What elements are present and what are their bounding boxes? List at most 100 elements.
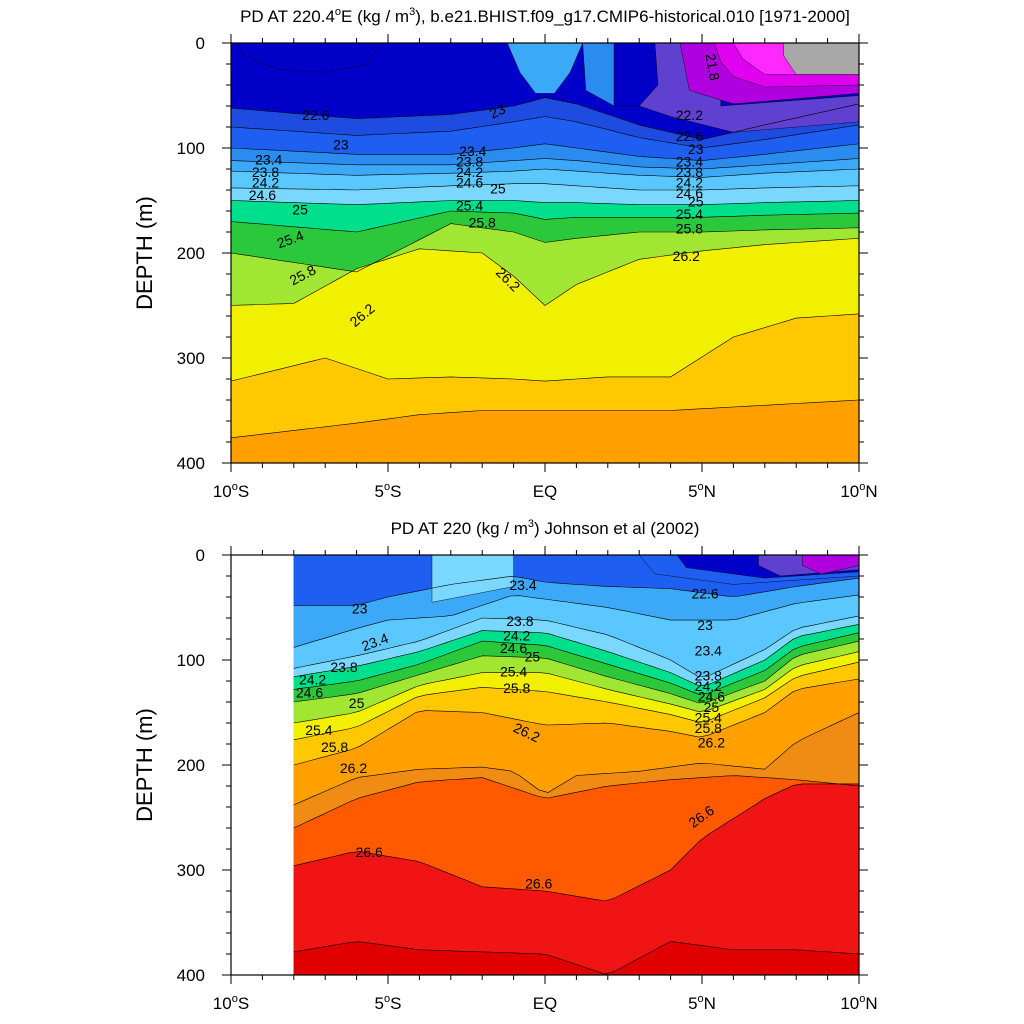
x-tick-label: 5oS bbox=[375, 481, 402, 501]
contour-label: 25.4 bbox=[695, 710, 722, 726]
top-y-axis-label: DEPTH (m) bbox=[132, 196, 157, 310]
contour-label: 26.2 bbox=[698, 735, 725, 751]
bottom-y-axis-label: DEPTH (m) bbox=[132, 708, 157, 822]
contour-label: 24.6 bbox=[456, 174, 483, 190]
contour-label: 25 bbox=[349, 695, 365, 711]
contour-line bbox=[231, 210, 859, 233]
x-tick-label: 10oN bbox=[840, 993, 877, 1013]
contour-line bbox=[293, 594, 859, 648]
x-tick-label: EQ bbox=[533, 482, 558, 501]
contour-label: 24.2 bbox=[456, 164, 483, 180]
contour-label: 23.8 bbox=[676, 164, 703, 180]
bottom-panel-title: PD AT 220 (kg / m3) Johnson et al (2002) bbox=[391, 518, 700, 538]
contour-label: 25.8 bbox=[676, 221, 703, 237]
contour-label: 24.2 bbox=[252, 174, 279, 190]
top-contour-labels: 21.822.222.622.623232323.423.423.423.823… bbox=[249, 52, 723, 330]
contour-label: 23.8 bbox=[330, 659, 357, 675]
contour-line bbox=[231, 143, 859, 161]
contour-label: 25.4 bbox=[676, 206, 703, 222]
density-patch bbox=[431, 555, 514, 603]
contour-label: 24.2 bbox=[676, 174, 703, 190]
contour-label: 24.6 bbox=[500, 640, 527, 656]
bottom-panel: PD AT 220 (kg / m3) Johnson et al (2002)… bbox=[132, 518, 878, 1013]
contour-line bbox=[293, 640, 859, 704]
contour-line bbox=[231, 116, 859, 149]
contour-label: 23.4 bbox=[509, 577, 536, 593]
contour-label: 24.6 bbox=[676, 185, 703, 201]
x-tick-label: EQ bbox=[533, 994, 558, 1013]
contour-label: 21.8 bbox=[702, 52, 723, 82]
x-tick-label: 10oN bbox=[840, 481, 877, 501]
y-tick-label: 0 bbox=[196, 34, 205, 53]
density-patch bbox=[783, 43, 859, 75]
y-tick-label: 200 bbox=[177, 244, 205, 263]
contour-label: 25.4 bbox=[500, 663, 527, 679]
y-tick-label: 400 bbox=[177, 454, 205, 473]
contour-label: 23.8 bbox=[252, 164, 279, 180]
contour-line bbox=[293, 678, 859, 766]
contour-label: 23.8 bbox=[506, 613, 533, 629]
bottom-axis-ticks: 10oS 5oS EQ 5oN 10oN 0 100 200 300 400 bbox=[177, 546, 878, 1013]
contour-label: 25 bbox=[525, 649, 541, 665]
top-panel: PD AT 220.4oE (kg / m3), b.e21.BHIST.f09… bbox=[132, 6, 878, 501]
bottom-contour-plot bbox=[293, 555, 859, 975]
contour-label: 22.6 bbox=[691, 586, 718, 602]
contour-label: 25.8 bbox=[321, 739, 348, 755]
contour-line bbox=[293, 651, 859, 724]
top-contour-plot bbox=[231, 43, 859, 463]
x-tick-label: 5oN bbox=[688, 481, 716, 501]
contour-label: 24.6 bbox=[296, 684, 323, 700]
contour-line bbox=[231, 183, 859, 191]
contour-label: 26.6 bbox=[525, 875, 552, 891]
y-tick-label: 100 bbox=[177, 139, 205, 158]
contour-line bbox=[293, 615, 859, 678]
x-tick-label: 5oS bbox=[375, 993, 402, 1013]
top-panel-title: PD AT 220.4oE (kg / m3), b.e21.BHIST.f09… bbox=[240, 6, 850, 26]
contour-label: 23 bbox=[688, 141, 704, 157]
contour-label: 23.4 bbox=[255, 151, 282, 167]
contour-label: 25 bbox=[490, 181, 506, 197]
contour-line bbox=[293, 783, 859, 902]
contour-label: 24.2 bbox=[695, 678, 722, 694]
contour-label: 23 bbox=[333, 137, 349, 153]
contour-label: 22.2 bbox=[676, 107, 703, 123]
contour-label: 23 bbox=[487, 100, 508, 121]
contour-label: 25.8 bbox=[695, 720, 722, 736]
contour-label: 23.8 bbox=[695, 668, 722, 684]
contour-label: 22.6 bbox=[676, 128, 703, 144]
x-tick-label: 10oS bbox=[213, 993, 249, 1013]
contour-line bbox=[293, 576, 859, 606]
contour-label: 24.2 bbox=[299, 672, 326, 688]
contour-line bbox=[231, 168, 859, 178]
contour-label: 23 bbox=[352, 600, 368, 616]
y-tick-label: 100 bbox=[177, 651, 205, 670]
x-tick-label: 5oN bbox=[688, 993, 716, 1013]
contour-line bbox=[293, 624, 859, 687]
contour-line bbox=[231, 158, 859, 170]
contour-label: 24.6 bbox=[249, 187, 276, 203]
contour-line bbox=[293, 632, 859, 695]
contour-label: 23.4 bbox=[695, 642, 722, 658]
contour-label: 22.6 bbox=[302, 107, 329, 123]
y-tick-label: 0 bbox=[196, 546, 205, 565]
contour-line bbox=[293, 775, 859, 829]
contour-label: 23 bbox=[697, 617, 713, 633]
contour-line bbox=[293, 941, 859, 975]
contour-label: 23.8 bbox=[456, 153, 483, 169]
top-axis-ticks: 10oS 5oS EQ 5oN 10oN 0 100 200 300 400 bbox=[177, 34, 878, 501]
y-tick-label: 300 bbox=[177, 861, 205, 880]
contour-label: 26.2 bbox=[340, 760, 367, 776]
contour-label: 26.6 bbox=[356, 844, 383, 860]
density-patch bbox=[507, 43, 583, 94]
contour-label: 25.8 bbox=[503, 680, 530, 696]
contour-label: 24.6 bbox=[698, 689, 725, 705]
contour-label: 25.8 bbox=[469, 214, 496, 230]
density-patch bbox=[237, 43, 379, 73]
contour-label: 25.4 bbox=[456, 198, 483, 214]
contour-line bbox=[231, 313, 859, 382]
contour-line bbox=[231, 200, 859, 206]
y-tick-label: 200 bbox=[177, 756, 205, 775]
contour-label: 25 bbox=[292, 202, 308, 218]
contour-line bbox=[231, 399, 859, 439]
